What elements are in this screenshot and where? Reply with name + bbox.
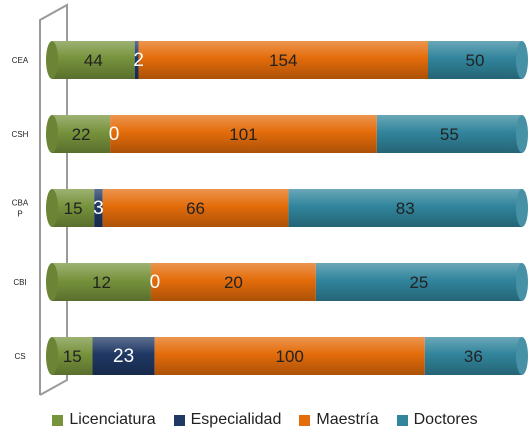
bars-layer (46, 41, 528, 375)
data-label: 20 (224, 273, 243, 292)
legend-item-especialidad[interactable]: Especialidad (173, 411, 282, 429)
bar-csh-licenciatura[interactable] (52, 115, 111, 153)
data-label: 12 (92, 273, 111, 292)
legend-label: Especialidad (190, 411, 282, 428)
legend-label: Doctores (413, 411, 478, 428)
legend-swatch (299, 414, 311, 426)
data-label: 22 (72, 125, 91, 144)
data-label: 154 (269, 51, 297, 70)
bar-cs-maestría[interactable] (154, 337, 425, 375)
data-label: 15 (64, 199, 83, 218)
bar-cap-right (516, 115, 528, 153)
category-label: CSH (12, 130, 29, 139)
bar-cap-right (516, 189, 528, 227)
category-label: CEA (12, 56, 29, 65)
legend-item-doctores[interactable]: Doctores (396, 411, 478, 429)
data-label: 101 (229, 125, 257, 144)
legend-label: Licenciatura (69, 411, 156, 428)
category-label: CBA P (12, 199, 29, 219)
bar-csh-maestría[interactable] (110, 115, 377, 153)
data-label: 15 (63, 347, 82, 366)
data-label: 3 (93, 198, 104, 219)
category-labels: CEA CSH CBA P CBI CS (12, 56, 29, 361)
category-label: CS (14, 352, 25, 361)
data-label: 66 (186, 199, 205, 218)
legend-label: Maestría (316, 411, 379, 428)
bar-csh-doctores[interactable] (376, 115, 522, 153)
bar-cs-doctores[interactable] (424, 337, 522, 375)
bar-cba-p-maestría[interactable] (102, 189, 289, 227)
data-label: 25 (409, 273, 428, 292)
bar-cap-right (516, 337, 528, 375)
bar-cea-doctores[interactable] (428, 41, 522, 79)
bar-cap-left (46, 115, 58, 153)
data-label: 23 (113, 346, 134, 367)
legend-swatch (396, 414, 408, 426)
data-label: 36 (464, 347, 483, 366)
bar-cbi-licenciatura[interactable] (52, 263, 151, 301)
data-label: 0 (150, 272, 161, 293)
category-label: CBI (13, 278, 26, 287)
bar-cap-left (46, 189, 58, 227)
bar-cba-p-especialidad[interactable] (94, 189, 103, 227)
legend-item-maestria[interactable]: Maestría (299, 411, 379, 429)
bar-cap-right (516, 263, 528, 301)
axis-layer (39, 3, 68, 396)
bar-cba-p-licenciatura[interactable] (52, 189, 95, 227)
bar-cap-right (516, 41, 528, 79)
bar-cba-p-doctores[interactable] (288, 189, 522, 227)
labels-layer: 44 2 154 50 22 0 101 55 15 3 66 83 12 0 20 25 15 23 100 36 (63, 50, 485, 367)
data-label: 83 (396, 199, 415, 218)
data-label: 44 (84, 51, 103, 70)
bar-cap-left (46, 263, 58, 301)
legend: Licenciatura Especialidad Maestría Docto… (0, 408, 530, 432)
bar-cea-maestría[interactable] (138, 41, 429, 79)
bar-cbi-maestría[interactable] (150, 263, 316, 301)
legend-swatch (173, 414, 185, 426)
bar-cea-especialidad[interactable] (134, 41, 139, 79)
bar-cs-licenciatura[interactable] (52, 337, 93, 375)
legend-swatch (52, 414, 64, 426)
data-label: 0 (109, 124, 120, 145)
bar-cap-left (46, 41, 58, 79)
data-label: 2 (133, 50, 144, 71)
bar-cea-licenciatura[interactable] (52, 41, 135, 79)
bar-cbi-doctores[interactable] (315, 263, 522, 301)
data-label: 100 (276, 347, 304, 366)
axis-wall (39, 3, 68, 396)
data-label: 55 (440, 125, 459, 144)
data-label: 50 (466, 51, 485, 70)
bar-cs-especialidad[interactable] (92, 337, 155, 375)
bar-cap-left (46, 337, 58, 375)
legend-item-licenciatura[interactable]: Licenciatura (52, 411, 156, 429)
